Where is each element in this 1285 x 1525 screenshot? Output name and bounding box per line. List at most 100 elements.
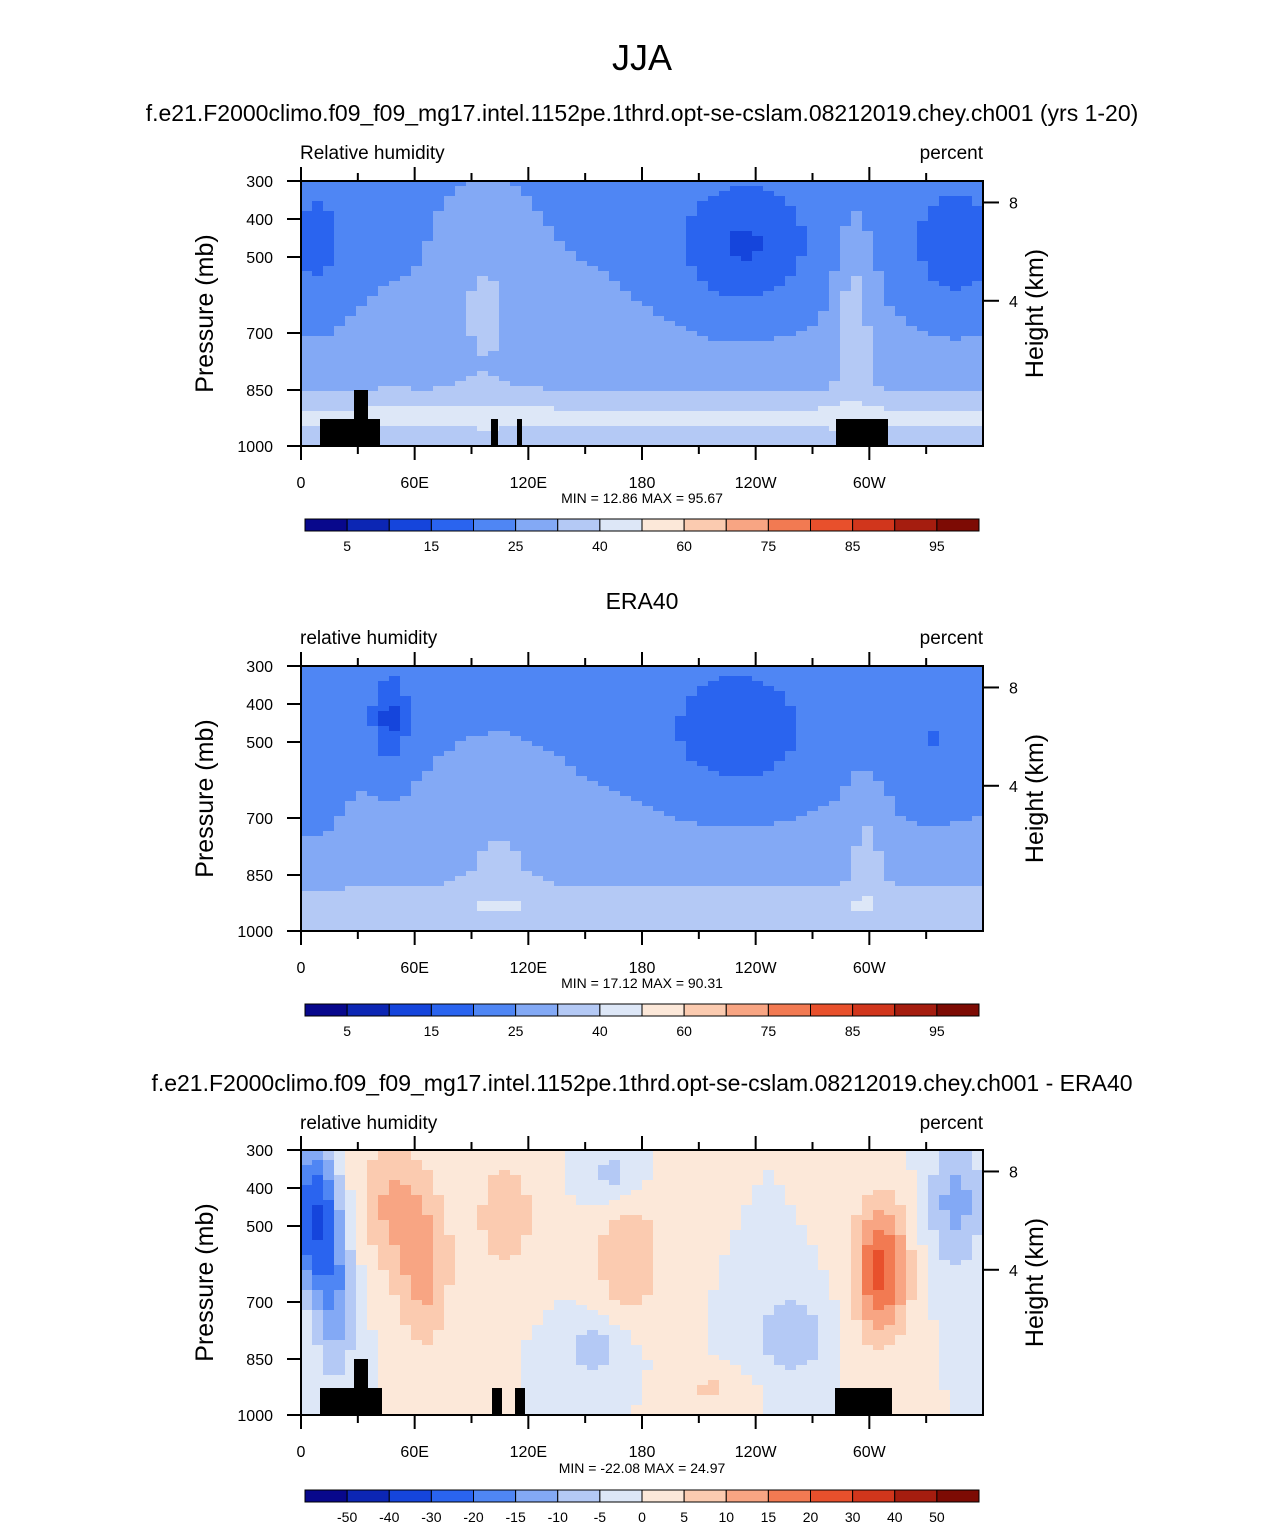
contour-cell bbox=[312, 781, 324, 787]
contour-cell bbox=[499, 286, 511, 292]
contour-cell bbox=[389, 711, 401, 717]
contour-cell bbox=[565, 746, 577, 752]
contour-cell bbox=[829, 251, 841, 257]
contour-cell bbox=[488, 671, 500, 677]
contour-cell bbox=[631, 231, 643, 237]
contour-cell bbox=[323, 356, 335, 362]
contour-cell bbox=[433, 221, 445, 227]
contour-cell bbox=[752, 341, 764, 347]
contour-cell bbox=[961, 356, 973, 362]
contour-cell bbox=[906, 786, 918, 792]
contour-cell bbox=[587, 181, 599, 187]
contour-cell bbox=[895, 391, 907, 397]
contour-cell bbox=[609, 671, 621, 677]
contour-cell bbox=[510, 771, 522, 777]
contour-cell bbox=[851, 236, 863, 242]
contour-cell bbox=[510, 226, 522, 232]
contour-cell bbox=[367, 316, 379, 322]
contour-cell bbox=[389, 441, 401, 447]
colorbar-swatch bbox=[304, 518, 348, 532]
contour-cell bbox=[433, 386, 445, 392]
contour-cell bbox=[400, 796, 412, 802]
contour-cell bbox=[961, 281, 973, 287]
contour-cell bbox=[543, 331, 555, 337]
contour-cell bbox=[796, 431, 808, 437]
contour-cell bbox=[928, 736, 940, 742]
contour-cell bbox=[488, 726, 500, 732]
contour-cell bbox=[917, 246, 929, 252]
contour-cell bbox=[829, 426, 841, 432]
contour-cell bbox=[642, 206, 654, 212]
contour-cell bbox=[796, 746, 808, 752]
contour-cell bbox=[554, 241, 566, 247]
contour-cell bbox=[840, 286, 852, 292]
contour-cell bbox=[576, 751, 588, 757]
contour-cell bbox=[543, 316, 555, 322]
contour-cell bbox=[785, 696, 797, 702]
contour-cell bbox=[752, 201, 764, 207]
contour-cell bbox=[488, 771, 500, 777]
height-tick-label: 4 bbox=[1009, 294, 1018, 311]
contour-cell bbox=[510, 361, 522, 367]
contour-cell bbox=[422, 716, 434, 722]
contour-cell bbox=[917, 681, 929, 687]
contour-cell bbox=[356, 361, 368, 367]
contour-cell bbox=[642, 231, 654, 237]
contour-cell bbox=[488, 351, 500, 357]
contour-cell bbox=[411, 786, 423, 792]
contour-cell bbox=[730, 786, 742, 792]
contour-cell bbox=[620, 411, 632, 417]
contour-cell bbox=[609, 361, 621, 367]
contour-cell bbox=[873, 296, 885, 302]
contour-cell bbox=[411, 216, 423, 222]
contour-cell bbox=[609, 691, 621, 697]
contour-cell bbox=[301, 406, 313, 412]
contour-cell bbox=[642, 321, 654, 327]
contour-cell bbox=[422, 436, 434, 442]
contour-cell bbox=[499, 696, 511, 702]
contour-cell bbox=[785, 221, 797, 227]
contour-cell bbox=[950, 686, 962, 692]
contour-cell bbox=[609, 711, 621, 717]
contour-cell bbox=[411, 351, 423, 357]
contour-cell bbox=[829, 356, 841, 362]
contour-cell bbox=[697, 756, 709, 762]
contour-cell bbox=[851, 386, 863, 392]
contour-cell bbox=[565, 676, 577, 682]
contour-cell bbox=[565, 706, 577, 712]
contour-cell bbox=[422, 741, 434, 747]
contour-cell bbox=[312, 381, 324, 387]
contour-cell bbox=[323, 321, 335, 327]
contour-cell bbox=[488, 696, 500, 702]
contour-cell bbox=[884, 256, 896, 262]
contour-cell bbox=[917, 411, 929, 417]
contour-cell bbox=[554, 396, 566, 402]
contour-cell bbox=[796, 196, 808, 202]
contour-cell bbox=[818, 291, 830, 297]
contour-cell bbox=[796, 376, 808, 382]
contour-cell bbox=[598, 726, 610, 732]
contour-cell bbox=[807, 781, 819, 787]
contour-cell bbox=[961, 681, 973, 687]
contour-cell bbox=[697, 781, 709, 787]
contour-cell bbox=[972, 356, 984, 362]
contour-cell bbox=[334, 291, 346, 297]
contour-cell bbox=[829, 196, 841, 202]
contour-cell bbox=[884, 411, 896, 417]
contour-cell bbox=[807, 361, 819, 367]
contour-cell bbox=[609, 441, 621, 447]
contour-cell bbox=[411, 286, 423, 292]
contour-cell bbox=[554, 431, 566, 437]
contour-cell bbox=[576, 726, 588, 732]
contour-cell bbox=[950, 351, 962, 357]
contour-cell bbox=[972, 341, 984, 347]
contour-cell bbox=[521, 721, 533, 727]
contour-cell bbox=[477, 236, 489, 242]
contour-cell bbox=[345, 281, 357, 287]
contour-cell bbox=[884, 331, 896, 337]
contour-cell bbox=[939, 201, 951, 207]
contour-cell bbox=[818, 246, 830, 252]
contour-cell bbox=[664, 381, 676, 387]
contour-cell bbox=[554, 206, 566, 212]
contour-cell bbox=[730, 311, 742, 317]
